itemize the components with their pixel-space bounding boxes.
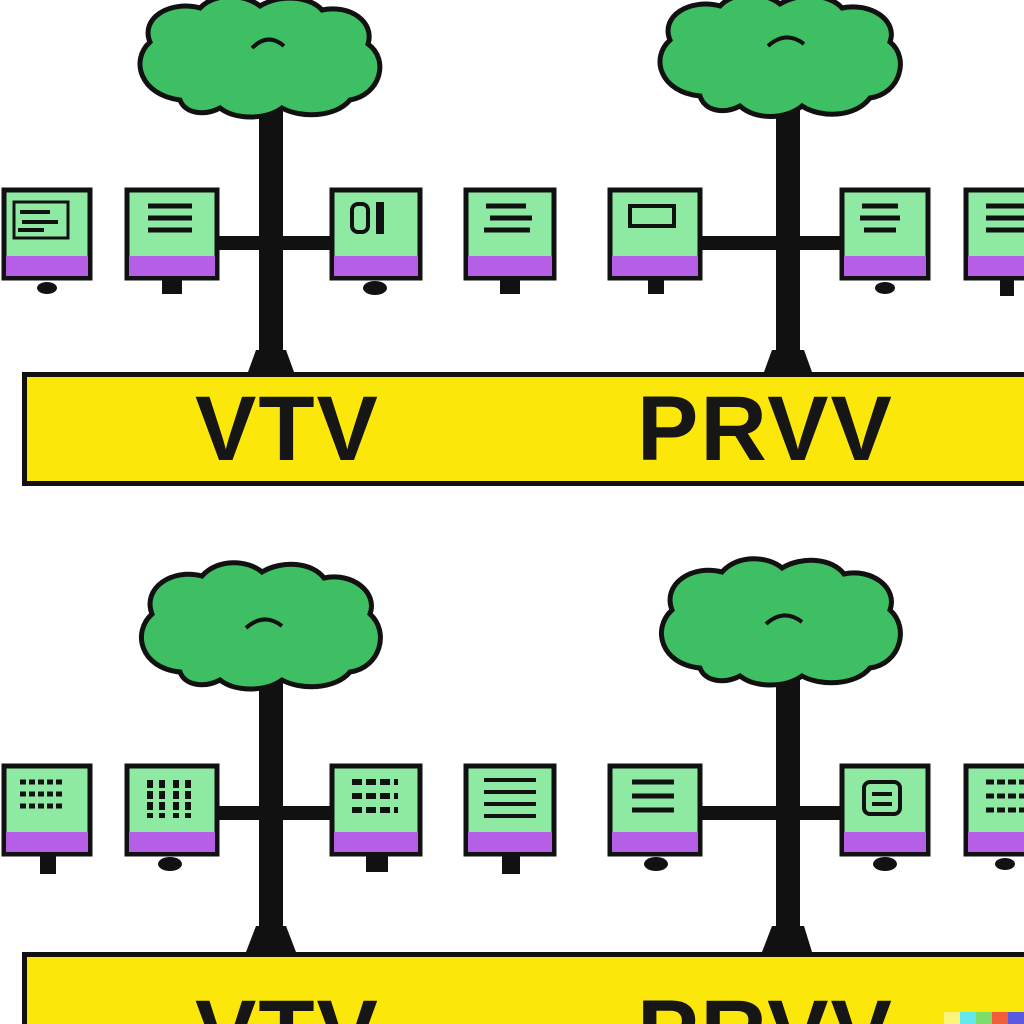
banner-label-prvv: PRVV [637, 378, 894, 480]
tree-icon [658, 556, 903, 952]
monitor-icon [463, 763, 557, 874]
label-banner: VTV PRVV [22, 372, 1024, 486]
tree-icon [138, 560, 383, 952]
monitor-icon [329, 763, 423, 872]
monitor-icon [607, 187, 703, 294]
monitor-icon [329, 187, 423, 295]
monitor-icon [963, 763, 1024, 870]
monitor-icon [1, 187, 93, 294]
banner-label-vtv: VTV [195, 378, 380, 480]
corner-color-mark [944, 1012, 1024, 1024]
panel-bottom: VTV PRVV [0, 512, 1024, 1024]
connector-line [700, 806, 845, 820]
banner-label-prvv: PRVV [637, 987, 894, 1024]
monitor-icon [839, 763, 931, 871]
network-illustration-top [1, 0, 1024, 372]
monitor-icon [463, 187, 557, 294]
corner-swatch [1008, 1012, 1024, 1024]
monitor-icon [963, 187, 1024, 296]
monitor-icon [124, 187, 220, 294]
tree-icon [657, 0, 903, 372]
monitor-icon [124, 763, 220, 871]
banner-label-vtv: VTV [195, 987, 380, 1024]
monitor-icon [607, 763, 703, 871]
corner-swatch [960, 1012, 976, 1024]
panel-top: VTV PRVV [1, 0, 1024, 486]
label-banner: VTV PRVV [22, 952, 1024, 1024]
connector-line [700, 236, 845, 250]
monitor-icon [1, 763, 93, 874]
network-illustration-bottom [1, 556, 1024, 952]
tree-icon [137, 0, 383, 372]
monitor-icon [839, 187, 931, 294]
corner-swatch [976, 1012, 992, 1024]
corner-swatch [992, 1012, 1008, 1024]
corner-swatch [944, 1012, 960, 1024]
